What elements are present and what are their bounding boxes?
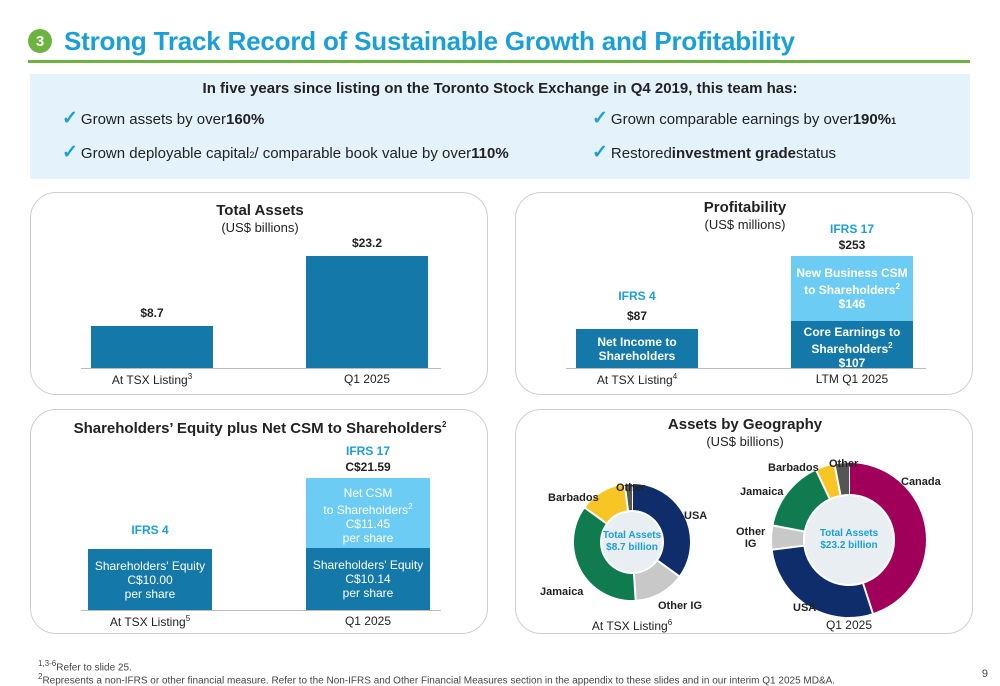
bar-total-label: $253 bbox=[791, 238, 913, 252]
category-footnote-sup: 5 bbox=[186, 614, 190, 623]
check-icon: ✓ bbox=[592, 141, 608, 164]
segment-text: C$10.00 bbox=[88, 573, 212, 587]
bar-total-label: C$21.59 bbox=[306, 460, 430, 474]
summary-headline: In five years since listing on the Toron… bbox=[30, 80, 970, 97]
bar-segment-label: Core Earnings to Shareholders2$107 bbox=[791, 325, 913, 370]
donut-slice-other-ig bbox=[788, 528, 789, 547]
category-label: Q1 2025 bbox=[286, 614, 450, 628]
chart-baseline bbox=[81, 610, 441, 611]
donut-slice-barbados bbox=[823, 480, 838, 485]
slide-title: 3 Strong Track Record of Sustainable Gro… bbox=[28, 24, 795, 58]
segment-name: New Business CSM to Shareholders2 bbox=[791, 266, 913, 297]
segment-text: C$11.45 bbox=[306, 517, 430, 531]
donut-slice-other bbox=[837, 479, 849, 480]
page-title: Strong Track Record of Sustainable Growt… bbox=[64, 26, 795, 57]
segment-value: $146 bbox=[791, 297, 913, 311]
category-footnote-sup: 3 bbox=[188, 372, 192, 381]
segment-value: $107 bbox=[791, 356, 913, 370]
donut-chart bbox=[516, 410, 974, 635]
page-number: 9 bbox=[982, 668, 988, 680]
category-label: At TSX Listing5 bbox=[68, 614, 232, 629]
bar-total-label: $87 bbox=[576, 309, 698, 323]
slice-label-part: IG bbox=[736, 538, 765, 550]
slice-label-usa: USA bbox=[793, 602, 816, 614]
category-label: Q1 2025 bbox=[789, 618, 909, 632]
equity-title: Shareholders’ Equity plus Net CSM to Sha… bbox=[31, 420, 489, 437]
equity-panel: Shareholders’ Equity plus Net CSM to Sha… bbox=[30, 409, 488, 634]
slice-label-part: Other bbox=[736, 526, 765, 538]
bar-segment-label: New Business CSM to Shareholders2$146 bbox=[791, 266, 913, 311]
segment-text: Shareholders' Equity bbox=[306, 558, 430, 572]
slice-label-jamaica: Jamaica bbox=[740, 486, 783, 498]
title-divider bbox=[28, 60, 970, 63]
check-icon: ✓ bbox=[592, 107, 608, 130]
check-icon: ✓ bbox=[62, 141, 78, 164]
bar-value-label: $23.2 bbox=[306, 236, 428, 250]
footnote-2: 2Represents a non-IFRS or other financia… bbox=[38, 672, 835, 686]
slice-label-canada: Canada bbox=[901, 476, 941, 488]
check-icon: ✓ bbox=[62, 107, 78, 130]
bar bbox=[306, 256, 428, 368]
segment-name: Core Earnings to Shareholders2 bbox=[791, 325, 913, 356]
total-assets-subtitle: (US$ billions) bbox=[31, 220, 489, 235]
category-label: Q1 2025 bbox=[286, 372, 448, 386]
segment-text: per share bbox=[88, 587, 212, 601]
category-label: At TSX Listing4 bbox=[556, 372, 718, 387]
chart-baseline bbox=[81, 368, 441, 369]
ifrs17-label: IFRS 17 bbox=[791, 222, 913, 236]
ifrs4-label: IFRS 4 bbox=[576, 289, 698, 303]
bullet-assets: ✓ Grown assets by over 160% bbox=[62, 107, 264, 130]
center-text: Total Assets bbox=[804, 528, 894, 540]
segment-text: per share bbox=[306, 586, 430, 600]
total-assets-title: Total Assets bbox=[31, 202, 489, 219]
segment-text: Net CSM bbox=[306, 486, 430, 500]
bar bbox=[91, 326, 213, 368]
total-assets-panel: Total Assets (US$ billions) $8.7 At TSX L… bbox=[30, 192, 488, 395]
profitability-panel: Profitability (US$ millions) Net Income … bbox=[515, 192, 973, 395]
bullet-earnings: ✓ Grown comparable earnings by over 190%… bbox=[592, 107, 896, 130]
bullet-investment-grade: ✓ Restored investment grade status bbox=[592, 141, 836, 164]
category-label: At TSX Listing3 bbox=[71, 372, 233, 387]
segment-text: per share bbox=[306, 531, 430, 545]
bar-segment-label: Net Income to Shareholders bbox=[576, 335, 698, 363]
segment-text: Shareholders' Equity bbox=[88, 559, 212, 573]
center-text: $23.2 billion bbox=[804, 540, 894, 552]
ifrs17-label: IFRS 17 bbox=[306, 444, 430, 458]
section-number-badge: 3 bbox=[28, 29, 52, 53]
geography-panel: Assets by Geography (US$ billions) Total… bbox=[515, 409, 973, 634]
segment-text: C$10.14 bbox=[306, 572, 430, 586]
category-footnote-sup: 4 bbox=[673, 372, 677, 381]
ifrs4-label: IFRS 4 bbox=[88, 523, 212, 537]
segment-text: to Shareholders2 bbox=[306, 500, 430, 517]
bar-value-label: $8.7 bbox=[91, 306, 213, 320]
category-label: LTM Q1 2025 bbox=[771, 372, 933, 386]
slice-label-barbados: Barbados bbox=[768, 462, 819, 474]
summary-box: In five years since listing on the Toron… bbox=[30, 74, 970, 179]
donut-center-label: Total Assets$23.2 billion bbox=[804, 528, 894, 552]
slice-label-other: Other bbox=[829, 458, 858, 470]
profitability-title: Profitability bbox=[516, 199, 974, 216]
